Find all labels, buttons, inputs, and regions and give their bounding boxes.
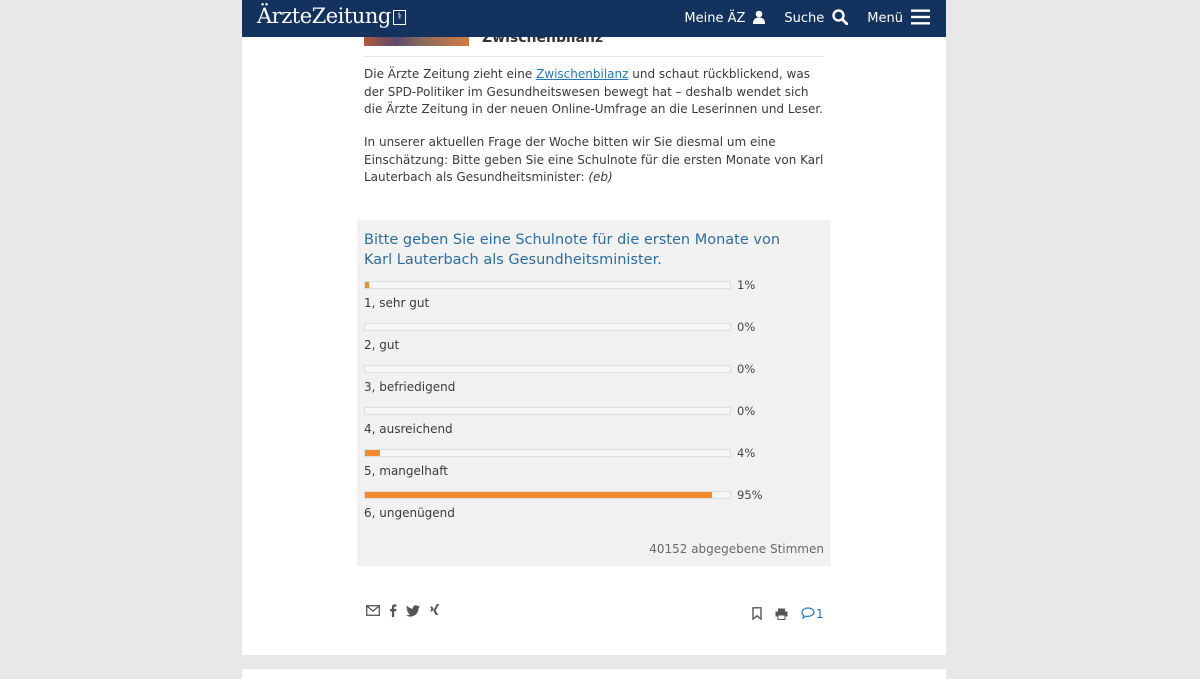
site-header: ÄrzteZeitung ⚕ Meine ÄZ Suche Menü [242, 0, 946, 37]
poll-bar-fill [365, 492, 712, 498]
poll-bar-track [364, 323, 731, 331]
paragraph-text: Die Ärzte Zeitung zieht eine [364, 67, 537, 81]
aesculapius-icon: ⚕ [392, 10, 406, 25]
next-section [242, 669, 946, 679]
poll-option[interactable]: 4% 5, mangelhaft [364, 446, 824, 489]
poll-option[interactable]: 0% 4, ausreichend [364, 404, 824, 447]
article-paragraph-1: Die Ärzte Zeitung zieht eine Zwischenbil… [364, 66, 824, 119]
article-tools: 1 [752, 604, 837, 623]
poll-percent: 1% [737, 278, 756, 292]
poll-bar-track [364, 407, 731, 415]
poll-option-label: 6, ungenügend [364, 506, 455, 520]
site-logo[interactable]: ÄrzteZeitung ⚕ [257, 4, 406, 28]
article-page: ÄrzteZeitung ⚕ Meine ÄZ Suche Menü [242, 0, 946, 655]
poll-bar-track [364, 365, 731, 373]
paragraph-text: und schaut rückblickend, was der SPD-Pol… [364, 67, 823, 116]
poll-option-label: 5, mangelhaft [364, 464, 448, 478]
comment-icon [801, 604, 815, 623]
poll-percent: 0% [737, 362, 756, 376]
poll-bar-track [364, 449, 731, 457]
divider [364, 56, 824, 57]
related-article-title[interactable]: Zwischenbilanz [482, 30, 604, 46]
related-article-thumbnail[interactable] [364, 37, 469, 46]
nav-meine-az[interactable]: Meine ÄZ [684, 10, 766, 28]
share-bar [366, 604, 449, 617]
poll-bar-track [364, 491, 731, 499]
poll-option-label: 4, ausreichend [364, 422, 453, 436]
nav-menu-label: Menü [867, 11, 903, 26]
poll-option-label: 3, befriedigend [364, 380, 456, 394]
twitter-icon[interactable] [406, 604, 420, 617]
poll-option[interactable]: 0% 2, gut [364, 320, 824, 363]
poll-bar-fill [365, 450, 380, 456]
poll-vote-count: 40152 abgegebene Stimmen [649, 542, 824, 556]
logo-text: ÄrzteZeitung [257, 4, 391, 28]
poll-bar-track [364, 281, 731, 289]
poll-percent: 4% [737, 446, 756, 460]
user-icon [753, 10, 766, 28]
poll-percent: 95% [737, 488, 763, 502]
nav-menu[interactable]: Menü [867, 9, 930, 29]
poll-question: Bitte geben Sie eine Schulnote für die e… [364, 232, 781, 268]
zwischenbilanz-link[interactable]: Zwischenbilanz [536, 67, 629, 81]
bookmark-icon[interactable] [752, 607, 762, 620]
facebook-icon[interactable] [389, 604, 397, 617]
comment-count: 1 [816, 606, 824, 621]
nav-search[interactable]: Suche [784, 8, 849, 29]
hamburger-icon [911, 9, 930, 29]
author-initials: (eb) [588, 170, 613, 184]
poll-option-label: 2, gut [364, 338, 400, 352]
poll-option[interactable]: 1% 1, sehr gut [364, 278, 824, 321]
search-icon [832, 8, 849, 29]
print-icon[interactable] [775, 608, 788, 620]
mail-icon[interactable] [366, 605, 380, 616]
comments-link[interactable]: 1 [801, 604, 824, 623]
poll-option[interactable]: 95% 6, ungenügend [364, 488, 824, 531]
poll-option-label: 1, sehr gut [364, 296, 430, 310]
article-paragraph-2: In unserer aktuellen Frage der Woche bit… [364, 134, 824, 187]
poll-widget: Bitte geben Sie eine Schulnote für die e… [357, 220, 831, 566]
poll-option[interactable]: 0% 3, befriedigend [364, 362, 824, 405]
paragraph-text: In unserer aktuellen Frage der Woche bit… [364, 135, 824, 184]
poll-bar-fill [365, 282, 369, 288]
poll-percent: 0% [737, 320, 756, 334]
header-nav: Meine ÄZ Suche Menü [665, 0, 930, 37]
xing-icon[interactable] [429, 604, 440, 617]
poll-percent: 0% [737, 404, 756, 418]
nav-search-label: Suche [784, 11, 825, 26]
nav-meine-az-label: Meine ÄZ [684, 11, 746, 26]
